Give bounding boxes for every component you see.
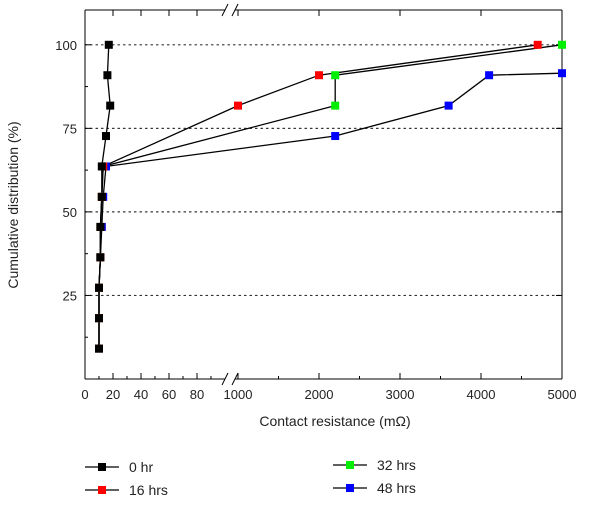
x-axis-title: Contact resistance (mΩ) — [259, 413, 410, 429]
series-lines — [98, 44, 563, 349]
x-tick-label: 3000 — [386, 387, 415, 402]
x-tick-label: 4000 — [467, 387, 496, 402]
axis-break-mark — [231, 372, 239, 386]
x-tick-label: 40 — [134, 387, 148, 402]
data-point — [331, 132, 340, 141]
series-points — [95, 40, 566, 353]
data-point — [97, 192, 106, 201]
data-point — [103, 71, 112, 80]
data-point — [95, 283, 103, 292]
y-tick-label: 50 — [63, 205, 77, 220]
series-line-16-hrs — [98, 44, 538, 349]
axes — [84, 3, 563, 386]
data-point — [558, 69, 566, 78]
data-point — [485, 71, 494, 80]
y-axis-title: Cumulative distribution (%) — [5, 121, 21, 288]
series-line-48-hrs — [98, 72, 563, 349]
legend-label: 32 hrs — [377, 457, 416, 473]
data-point — [331, 71, 340, 80]
series-line-32-hrs — [98, 44, 563, 349]
x-tick-label: 5000 — [548, 387, 577, 402]
data-point — [95, 314, 103, 323]
y-tick-label: 100 — [55, 38, 77, 53]
data-point — [558, 40, 566, 49]
legend-label: 16 hrs — [129, 482, 168, 498]
axis-break-mark — [231, 3, 239, 17]
legend-label: 0 hr — [129, 459, 153, 475]
data-point — [234, 101, 242, 110]
x-tick-label: 0 — [81, 387, 88, 402]
legend-marker — [98, 463, 106, 471]
x-tick-label: 60 — [162, 387, 176, 402]
data-point — [106, 101, 115, 110]
legend-marker — [98, 486, 106, 494]
legend-marker — [346, 461, 354, 469]
y-tick-label: 75 — [63, 121, 77, 136]
x-tick-label: 2000 — [305, 387, 334, 402]
legend-marker — [346, 484, 354, 492]
x-tick-label: 20 — [106, 387, 120, 402]
y-tick-label: 25 — [63, 288, 77, 303]
data-point — [97, 162, 106, 171]
data-point — [96, 253, 105, 262]
data-point — [104, 40, 113, 49]
data-point — [95, 344, 103, 353]
axis-break-mark — [221, 372, 229, 386]
data-point — [102, 132, 110, 141]
legend: 0 hr 16 hrs 32 hrs 48 hrs — [85, 457, 416, 498]
data-point — [96, 222, 105, 231]
data-point — [533, 40, 542, 49]
data-point — [331, 101, 340, 110]
grid-lines — [84, 44, 563, 297]
legend-label: 48 hrs — [377, 480, 416, 496]
x-tick-label: 80 — [190, 387, 204, 402]
axis-break-mark — [221, 3, 229, 17]
x-tick-label: 1000 — [224, 387, 253, 402]
data-point — [444, 101, 453, 110]
data-point — [315, 71, 323, 80]
